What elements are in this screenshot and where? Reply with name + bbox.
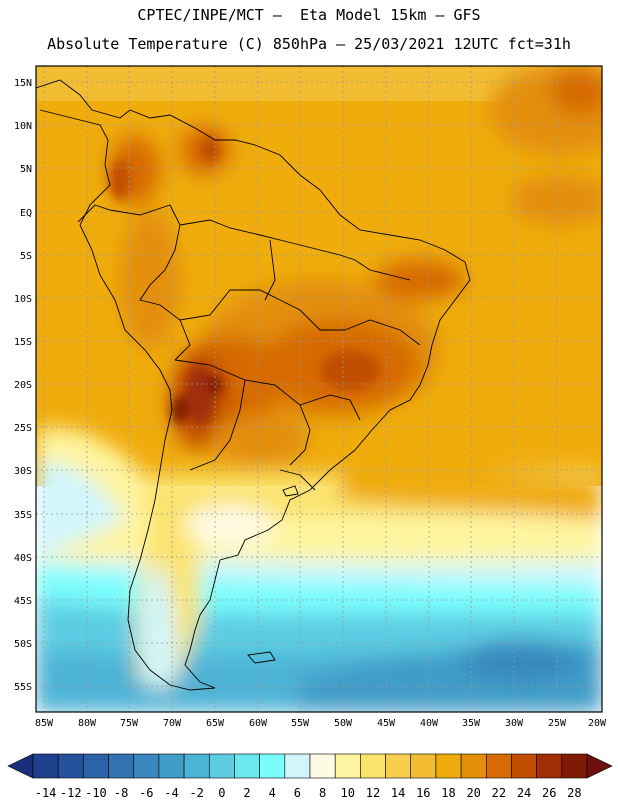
lat-label: 10S bbox=[14, 294, 32, 305]
colorbar-label: 18 bbox=[441, 786, 455, 800]
colorbar-label: 24 bbox=[517, 786, 531, 800]
lat-label: 5S bbox=[20, 251, 32, 262]
colorbar-cell bbox=[460, 753, 487, 779]
lon-label: 65W bbox=[206, 718, 225, 729]
colorbar-label: 6 bbox=[294, 786, 301, 800]
lon-label: 30W bbox=[505, 718, 524, 729]
lon-label: 85W bbox=[35, 718, 54, 729]
colorbar-cell bbox=[511, 753, 537, 779]
lon-label: 50W bbox=[334, 718, 353, 729]
colorbar-cell bbox=[435, 753, 462, 779]
colorbar-label: 10 bbox=[341, 786, 355, 800]
colorbar-cell bbox=[334, 753, 361, 779]
colorbar-under-arrow bbox=[7, 753, 34, 779]
lat-label: 55S bbox=[14, 682, 32, 693]
colorbar: -14 -12 -10 -8 -6 -4 -2 0 2 4 6 8 10 12 14 16 18 20 22 24 26… bbox=[7, 753, 613, 800]
lon-label: 70W bbox=[163, 718, 182, 729]
colorbar-cell bbox=[158, 753, 185, 779]
lon-label: 80W bbox=[78, 718, 97, 729]
colorbar-label: 22 bbox=[492, 786, 506, 800]
colorbar-cell bbox=[284, 753, 311, 779]
colorbar-cell bbox=[485, 753, 512, 779]
lon-label: 20W bbox=[588, 718, 607, 729]
lon-label: 35W bbox=[462, 718, 481, 729]
colorbar-label: 16 bbox=[416, 786, 430, 800]
colorbar-cell bbox=[133, 753, 160, 779]
coastline bbox=[36, 79, 471, 691]
lat-label: 10N bbox=[14, 121, 32, 132]
lat-lon-grid bbox=[36, 66, 602, 712]
map-subtitle: Absolute Temperature (C) 850hPa – 25/03/… bbox=[47, 35, 571, 53]
latitude-labels: 15N 10N 5N EQ 5S 10S 15S 20S 25S 30S 35S… bbox=[14, 78, 32, 693]
colorbar-cell bbox=[57, 753, 84, 779]
lon-label: 25W bbox=[548, 718, 567, 729]
lat-label: 15S bbox=[14, 337, 32, 348]
colorbar-label: 8 bbox=[319, 786, 326, 800]
lat-label: 5N bbox=[20, 164, 32, 175]
colorbar-label: -2 bbox=[189, 786, 203, 800]
colorbar-label: 12 bbox=[366, 786, 380, 800]
colorbar-cell bbox=[536, 753, 563, 779]
map-frame bbox=[35, 65, 603, 713]
colorbar-label: -14 bbox=[35, 786, 57, 800]
colorbar-label: 14 bbox=[391, 786, 405, 800]
colorbar-label: 28 bbox=[567, 786, 581, 800]
colorbar-cell bbox=[259, 753, 286, 779]
lat-label: 40S bbox=[14, 553, 32, 564]
colorbar-label: 2 bbox=[243, 786, 250, 800]
colorbar-cell bbox=[183, 753, 210, 779]
lat-label: 20S bbox=[14, 380, 32, 391]
colorbar-cell bbox=[410, 753, 437, 779]
lat-label: 15N bbox=[14, 78, 32, 89]
lon-label: 75W bbox=[120, 718, 139, 729]
lat-label: 30S bbox=[14, 466, 32, 477]
colorbar-label: 20 bbox=[466, 786, 480, 800]
colorbar-cell bbox=[561, 753, 588, 779]
colorbar-label: 4 bbox=[269, 786, 276, 800]
colorbar-cell bbox=[208, 753, 235, 779]
lat-label: 50S bbox=[14, 639, 32, 650]
colorbar-over-arrow bbox=[586, 753, 613, 779]
colorbar-cell bbox=[234, 753, 260, 779]
lat-label: 25S bbox=[14, 423, 32, 434]
colorbar-cell bbox=[83, 753, 109, 779]
colorbar-label: -12 bbox=[60, 786, 82, 800]
lon-label: 60W bbox=[249, 718, 268, 729]
lon-label: 40W bbox=[420, 718, 439, 729]
colorbar-label: 26 bbox=[542, 786, 556, 800]
colorbar-cell bbox=[309, 753, 336, 779]
colorbar-cell bbox=[32, 753, 59, 779]
colorbar-label: -6 bbox=[139, 786, 153, 800]
colorbar-cell bbox=[108, 753, 135, 779]
longitude-labels: 85W 80W 75W 70W 65W 60W 55W 50W 45W 40W … bbox=[35, 718, 607, 729]
temperature-field bbox=[36, 66, 602, 712]
colorbar-label: -4 bbox=[164, 786, 178, 800]
lat-label: 35S bbox=[14, 510, 32, 521]
colorbar-label: -10 bbox=[85, 786, 107, 800]
colorbar-cell bbox=[360, 753, 386, 779]
colorbar-label: -8 bbox=[114, 786, 128, 800]
lon-label: 55W bbox=[291, 718, 310, 729]
lat-label: EQ bbox=[20, 208, 32, 219]
colorbar-label: 0 bbox=[218, 786, 225, 800]
lon-label: 45W bbox=[377, 718, 396, 729]
colorbar-cell bbox=[385, 753, 412, 779]
map-title: CPTEC/INPE/MCT – Eta Model 15km – GFS bbox=[137, 6, 481, 24]
lat-label: 45S bbox=[14, 596, 32, 607]
